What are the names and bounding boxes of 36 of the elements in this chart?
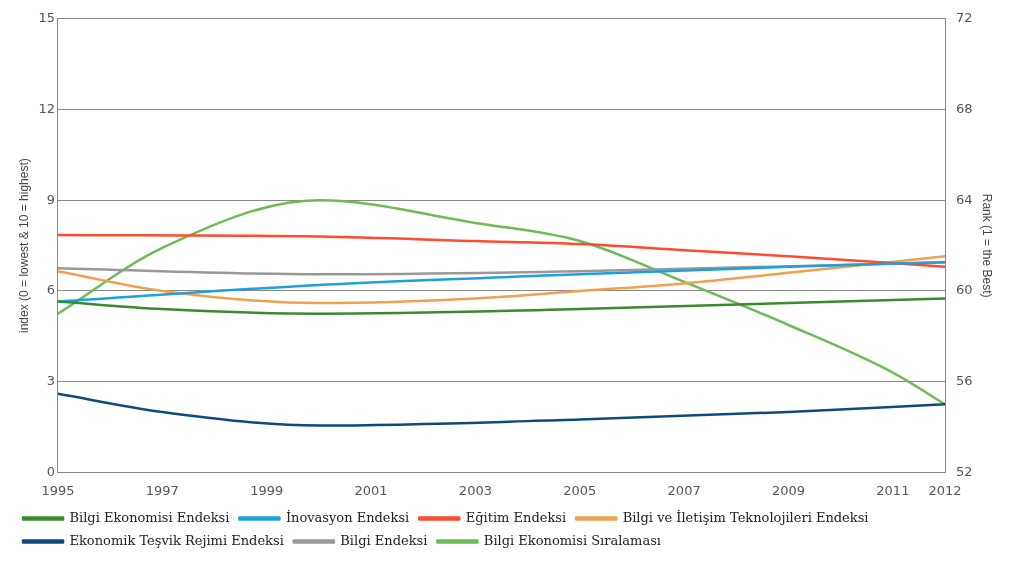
y-tick-label: 9: [46, 191, 55, 207]
legend-label: Bilgi Ekonomisi Sıralaması: [483, 532, 662, 548]
line-series: [57, 254, 946, 305]
y-tick-label: 0: [46, 463, 55, 479]
line-series: [57, 392, 946, 427]
legend-label: Bilgi ve İletişim Teknolojileri Endeksi: [622, 508, 869, 525]
y-tick-label: 12: [38, 100, 55, 116]
line-series: [57, 198, 946, 406]
legend-label: Eğitim Endeksi: [465, 509, 567, 525]
x-tick-label: 2001: [354, 482, 388, 498]
x-tick-label: 2005: [563, 482, 597, 498]
legend-label: Ekonomik Teşvik Rejimi Endeksi: [69, 532, 284, 548]
legend-label: İnovasyon Endeksi: [285, 508, 410, 525]
legend-label: Bilgi Endeksi: [340, 532, 428, 548]
x-tick-label: 1995: [41, 482, 75, 498]
y-tick-label: 6: [46, 282, 55, 298]
y-tick-label: 3: [46, 373, 55, 389]
y2-axis-title: Rank (1 = the Best): [980, 193, 995, 298]
x-tick-label: 2009: [771, 482, 806, 498]
y2-tick-label: 60: [956, 282, 973, 298]
x-tick-label: 2007: [667, 482, 701, 498]
y-axis-title: index (0 = lowest & 10 = highest): [16, 158, 31, 333]
x-tick-label: 1997: [145, 482, 179, 498]
x-tick-label: 2012: [928, 482, 962, 498]
y2-tick-label: 52: [956, 463, 973, 479]
x-tick-label: 2003: [458, 482, 492, 498]
y2-tick-label: 72: [956, 10, 973, 26]
line-series: [57, 233, 946, 269]
x-tick-label: 1999: [250, 482, 284, 498]
y2-tick-label: 64: [956, 191, 973, 207]
line-series: [57, 297, 946, 315]
x-tick-label: 2011: [876, 482, 910, 498]
y2-tick-label: 56: [956, 373, 973, 389]
y2-tick-label: 68: [956, 100, 973, 116]
legend-label: Bilgi Ekonomisi Endeksi: [69, 509, 230, 525]
y-tick-label: 15: [38, 10, 55, 26]
